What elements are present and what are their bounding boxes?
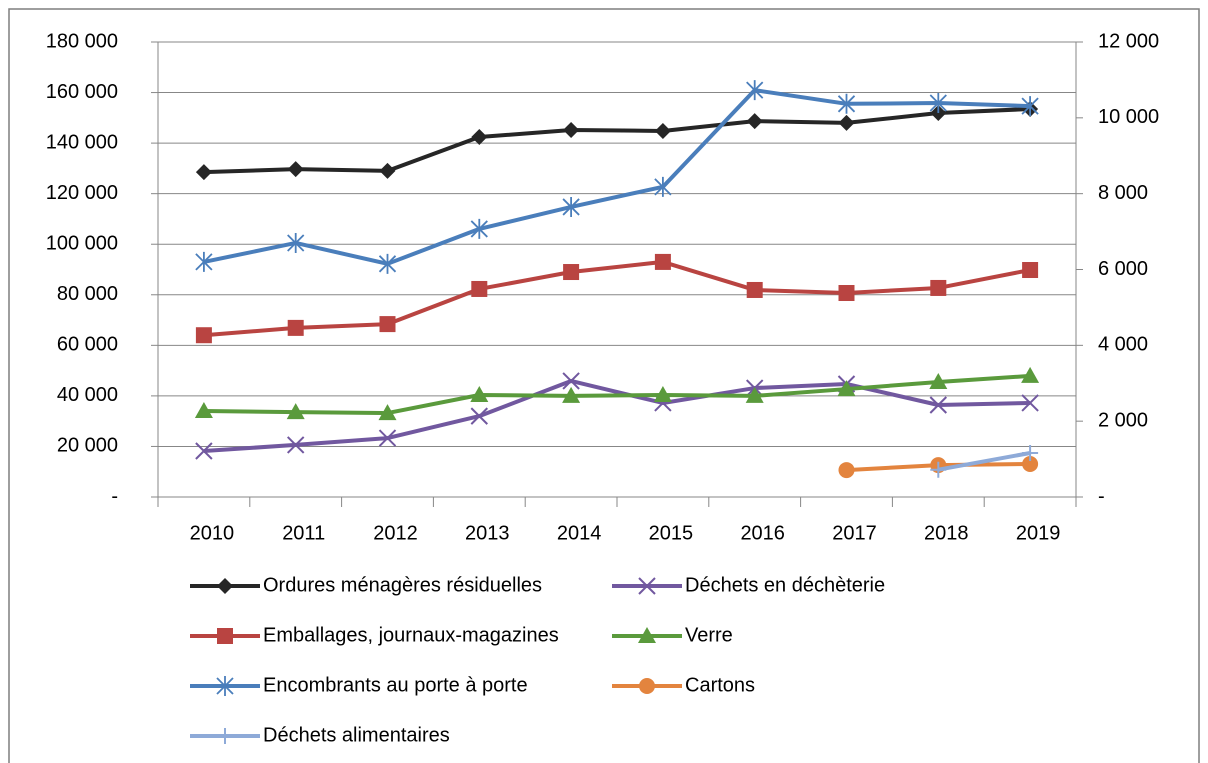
y-tick-label: 120 000 — [46, 182, 118, 204]
x-tick-label: 2018 — [924, 522, 969, 544]
marker — [378, 429, 397, 447]
marker — [470, 218, 488, 239]
marker — [746, 281, 763, 298]
marker — [929, 93, 947, 114]
legend-label: Emballages, journaux-magazines — [263, 624, 559, 646]
marker — [563, 264, 580, 281]
marker — [654, 253, 671, 270]
marker — [287, 232, 305, 253]
marker — [930, 279, 947, 296]
y-tick-label: 20 000 — [57, 435, 118, 457]
series-line — [203, 373, 1031, 416]
marker — [195, 327, 212, 344]
y-tick-label: 40 000 — [57, 384, 118, 406]
marker — [379, 316, 396, 333]
marker — [1021, 366, 1040, 383]
marker — [746, 113, 763, 130]
marker — [1022, 445, 1039, 462]
marker — [1021, 96, 1039, 117]
series-line — [203, 106, 1031, 175]
y2-tick-label: 10 000 — [1098, 106, 1159, 128]
marker — [930, 461, 947, 478]
marker — [217, 728, 233, 744]
marker — [379, 162, 396, 179]
marker — [654, 122, 671, 139]
series-line — [203, 259, 1031, 338]
y2-tick-label: 12 000 — [1098, 30, 1159, 52]
marker — [929, 396, 948, 414]
marker — [195, 442, 213, 460]
marker — [638, 577, 656, 595]
y2-tick-label: 6 000 — [1098, 258, 1148, 280]
marker — [838, 114, 855, 131]
legend-label: Ordures ménagères résiduelles — [263, 574, 542, 596]
marker — [837, 93, 856, 114]
marker — [471, 129, 488, 146]
marker — [216, 676, 234, 696]
marker — [470, 386, 489, 403]
marker — [286, 403, 305, 420]
x-tick-label: 2015 — [649, 522, 694, 544]
marker — [562, 372, 580, 390]
marker — [287, 319, 304, 336]
x-tick-label: 2011 — [282, 522, 325, 544]
marker — [838, 462, 855, 479]
y-tick-label: 80 000 — [57, 283, 118, 305]
marker — [562, 386, 581, 403]
y2-tick-label: 8 000 — [1098, 182, 1148, 204]
marker — [638, 627, 656, 643]
marker — [745, 386, 764, 403]
x-tick-label: 2012 — [373, 522, 418, 544]
y-tick-label: - — [111, 485, 118, 507]
marker — [562, 196, 580, 217]
marker — [195, 164, 212, 181]
legend-label: Verre — [685, 624, 733, 646]
marker — [378, 404, 397, 421]
y-tick-label: 140 000 — [46, 131, 118, 153]
marker — [286, 436, 305, 454]
series-line — [203, 88, 1031, 266]
y-tick-label: 180 000 — [46, 30, 118, 52]
x-tick-label: 2014 — [557, 522, 602, 544]
marker — [837, 380, 856, 397]
x-tick-label: 2013 — [465, 522, 510, 544]
marker — [217, 578, 233, 594]
marker — [1021, 394, 1039, 412]
marker — [639, 678, 655, 694]
marker — [653, 386, 672, 403]
marker — [195, 251, 213, 272]
marker — [1022, 262, 1039, 279]
marker — [1022, 456, 1039, 473]
legend-label: Encombrants au porte à porte — [263, 674, 528, 696]
y-tick-label: 100 000 — [46, 233, 118, 255]
legend-label: Cartons — [685, 674, 755, 696]
y2-tick-label: - — [1098, 485, 1105, 507]
y-tick-label: 60 000 — [57, 334, 118, 356]
x-tick-label: 2016 — [740, 522, 785, 544]
x-tick-label: 2019 — [1016, 522, 1061, 544]
x-tick-label: 2017 — [832, 522, 877, 544]
marker — [929, 372, 948, 389]
y2-tick-label: 4 000 — [1098, 334, 1148, 356]
marker — [746, 80, 764, 101]
marker — [194, 402, 213, 419]
marker — [838, 285, 855, 302]
legend-label: Déchets en déchèterie — [685, 574, 885, 596]
legend-label: Déchets alimentaires — [263, 724, 450, 746]
marker — [287, 161, 304, 178]
marker — [470, 407, 489, 425]
series-line — [203, 378, 1031, 453]
x-tick-label: 2010 — [190, 522, 235, 544]
marker — [654, 176, 672, 197]
chart-border — [8, 8, 1200, 763]
y-tick-label: 160 000 — [46, 81, 118, 103]
series-line — [937, 451, 1031, 472]
y2-tick-label: 2 000 — [1098, 409, 1148, 431]
marker — [378, 253, 397, 274]
marker — [563, 121, 580, 138]
marker — [217, 628, 233, 644]
marker — [471, 280, 488, 297]
